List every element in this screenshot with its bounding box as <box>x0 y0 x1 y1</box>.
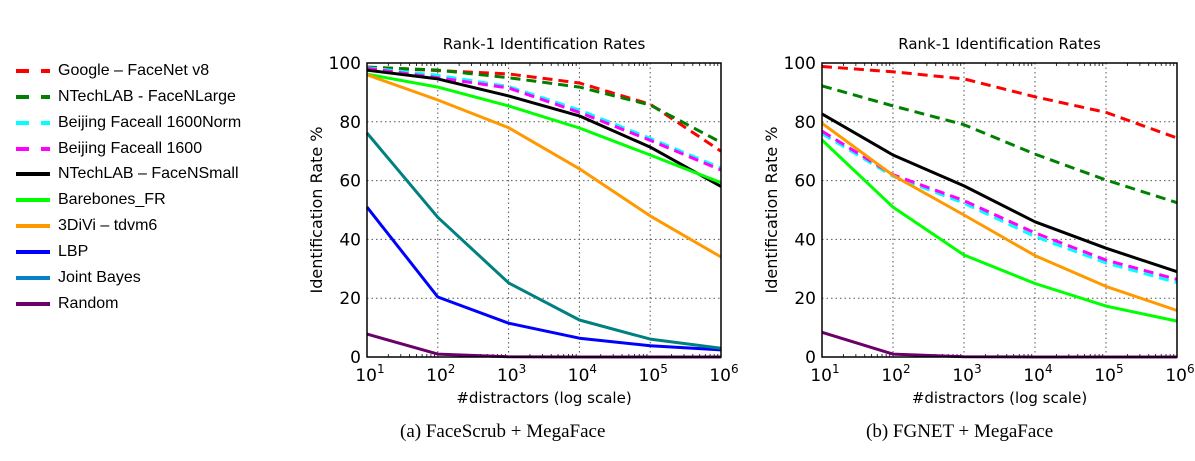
y-axis-label: Identification Rate % <box>762 127 781 294</box>
x-tick-label: 101 <box>810 362 839 386</box>
legend-label: Joint Bayes <box>58 269 141 286</box>
caption-a: (a) FaceScrub + MegaFace <box>400 421 606 442</box>
legend-label: Beijing Faceall 1600Norm <box>58 114 242 131</box>
series-line <box>821 65 1178 140</box>
chart-1: 0 20 40 60 80 100 101 102 103 104 105 106 Rank-1 Ide… <box>762 35 1195 407</box>
series-line <box>820 138 1178 323</box>
x-axis-label: #distractors (log scale) <box>912 389 1087 407</box>
legend-swatch <box>16 250 50 254</box>
y-tick-label: 80 <box>794 113 816 133</box>
x-tick-label: 104 <box>568 362 597 386</box>
series-line <box>366 66 722 170</box>
legend-item: NTechLAB - FaceNLarge <box>16 87 236 107</box>
y-tick-label: 0 <box>350 348 361 368</box>
y-tick-label: 100 <box>784 54 816 74</box>
x-tick-label: 106 <box>1165 362 1194 386</box>
x-axis-label: #distractors (log scale) <box>456 389 631 407</box>
legend-label: Google – FaceNet v8 <box>58 62 210 79</box>
legend-label: Random <box>58 295 119 312</box>
caption-b: (b) FGNET + MegaFace <box>866 421 1054 442</box>
series-line <box>366 72 722 185</box>
y-tick-label: 80 <box>339 113 361 133</box>
legend-label: LBP <box>58 243 89 260</box>
legend-swatch <box>16 172 50 176</box>
legend-item: LBP <box>16 242 88 262</box>
series-line <box>366 65 722 153</box>
x-tick-label: 102 <box>881 362 910 386</box>
series-line <box>821 132 1178 285</box>
y-axis-label: Identification Rate % <box>307 127 326 294</box>
legend-swatch <box>16 69 50 73</box>
series-line <box>365 132 722 350</box>
series-line <box>821 122 1178 312</box>
legend-swatch <box>16 95 50 99</box>
legend-item: Joint Bayes <box>16 268 141 288</box>
legend-item: Google – FaceNet v8 <box>16 61 209 81</box>
chart-0: 0 20 40 60 80 100 101 102 103 104 105 106 Rank-1 Ide… <box>307 35 739 407</box>
legend-swatch <box>16 147 50 151</box>
legend-item: NTechLAB – FaceNSmall <box>16 164 239 184</box>
series-line <box>366 66 722 172</box>
series-line <box>366 65 722 144</box>
legend-label: NTechLAB – FaceNSmall <box>58 165 239 182</box>
series-line <box>365 206 722 352</box>
series-line <box>821 330 1177 359</box>
series-line <box>366 68 722 188</box>
x-tick-label: 104 <box>1023 362 1052 386</box>
x-tick-label: 101 <box>355 362 384 386</box>
legend-item: Random <box>16 294 118 314</box>
series-line <box>366 73 722 259</box>
y-tick-label: 40 <box>339 230 361 250</box>
legend-label: Beijing Faceall 1600 <box>58 140 203 157</box>
plot-frame <box>821 62 1178 358</box>
legend-label: Barebones_FR <box>58 191 166 208</box>
legend-swatch <box>16 302 50 306</box>
legend-swatch <box>16 198 50 202</box>
chart-title: Rank-1 Identification Rates <box>898 35 1101 53</box>
legend-item: Beijing Faceall 1600 <box>16 139 202 159</box>
x-tick-label: 105 <box>639 362 668 386</box>
legend-swatch <box>16 276 50 280</box>
y-tick-label: 20 <box>339 289 361 309</box>
x-tick-label: 106 <box>709 362 738 386</box>
chart-title: Rank-1 Identification Rates <box>443 35 646 53</box>
y-tick-label: 40 <box>794 230 816 250</box>
y-tick-label: 0 <box>805 348 816 368</box>
series-line <box>821 112 1178 274</box>
plot-frame <box>366 62 722 358</box>
y-tick-label: 60 <box>339 172 361 192</box>
legend-item: 3DiVi – tdvm6 <box>16 216 157 236</box>
legend-label: NTechLAB - FaceNLarge <box>58 88 236 105</box>
y-tick-label: 100 <box>329 54 361 74</box>
legend-item: Beijing Faceall 1600Norm <box>16 113 241 133</box>
x-tick-label: 105 <box>1094 362 1123 386</box>
legend-item: Barebones_FR <box>16 190 166 210</box>
legend-label: 3DiVi – tdvm6 <box>58 217 158 234</box>
x-tick-label: 102 <box>426 362 455 386</box>
x-tick-label: 103 <box>497 362 526 386</box>
y-tick-label: 20 <box>794 289 816 309</box>
y-tick-label: 60 <box>794 172 816 192</box>
x-tick-label: 103 <box>952 362 981 386</box>
series-line <box>821 84 1178 205</box>
legend-swatch <box>16 121 50 125</box>
legend-swatch <box>16 224 50 228</box>
